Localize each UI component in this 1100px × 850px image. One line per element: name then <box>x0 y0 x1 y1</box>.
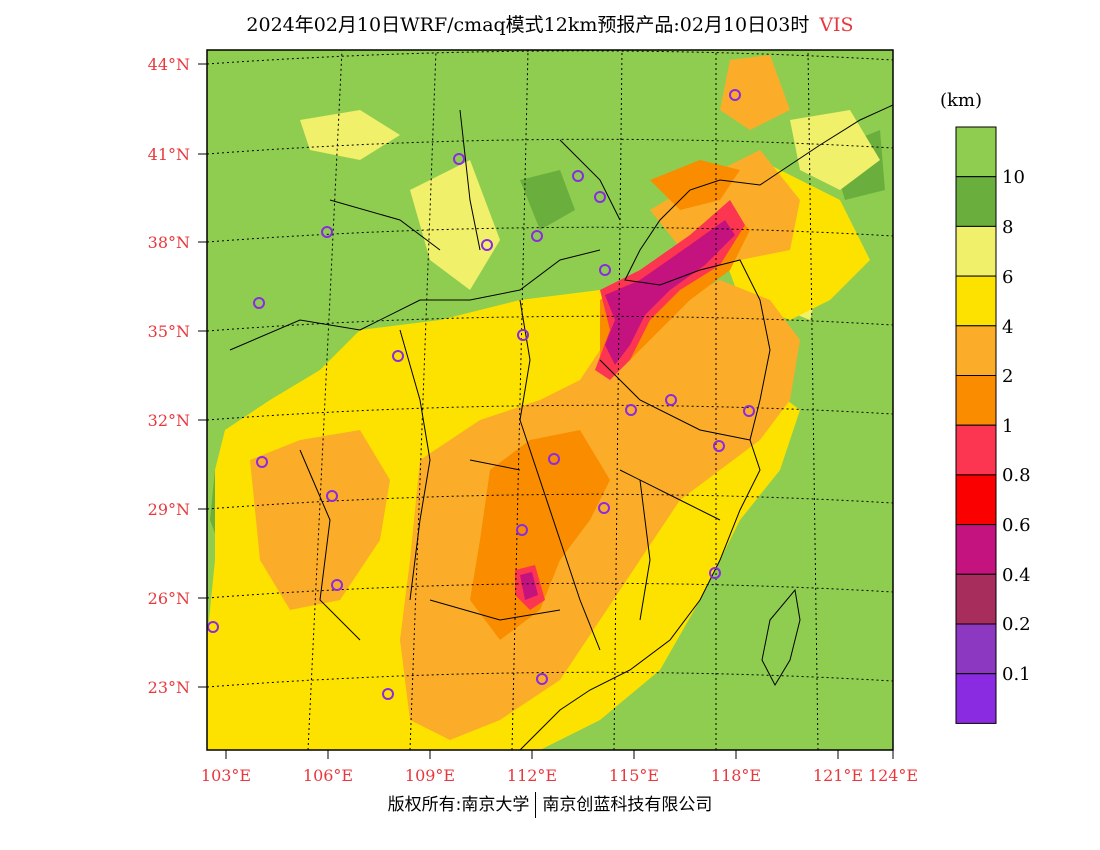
lat-label-38: 38°N <box>147 233 190 252</box>
station-marker <box>531 230 543 242</box>
lat-label-26: 26°N <box>147 589 190 608</box>
station-marker <box>709 567 721 579</box>
lon-label-115: 115°E <box>608 766 660 785</box>
station-marker <box>516 524 528 536</box>
lat-label-23: 23°N <box>147 678 190 697</box>
lat-label-29: 29°N <box>147 500 190 519</box>
colorbar-swatch <box>955 524 997 575</box>
station-marker <box>481 239 493 251</box>
colorbar-swatch <box>955 424 997 476</box>
station-marker <box>743 405 755 417</box>
footer-separator <box>535 792 537 818</box>
colorbar-swatch <box>955 375 997 426</box>
colorbar-swatch <box>955 275 997 327</box>
station-marker <box>594 191 606 203</box>
station-marker <box>253 297 265 309</box>
station-marker <box>665 394 677 406</box>
title-variable: VIS <box>819 14 854 36</box>
colorbar-swatch <box>955 474 997 526</box>
station-marker <box>321 226 333 238</box>
colorbar-unit: (km) <box>940 90 983 111</box>
title-main: 2024年02月10日WRF/cmaq模式12km预报产品:02月10日03时 <box>246 14 810 36</box>
station-marker <box>331 579 343 591</box>
station-marker <box>207 621 219 633</box>
colorbar-label-8: 8 <box>1002 217 1014 238</box>
colorbar-swatch <box>955 623 997 675</box>
meridian-112 <box>511 50 529 750</box>
colorbar-swatch <box>955 573 997 625</box>
map-frame <box>206 49 894 751</box>
meridian-121 <box>807 50 819 750</box>
province-borders <box>229 109 751 651</box>
colorbar-label-1: 1 <box>1002 416 1014 437</box>
station-marker <box>625 404 637 416</box>
station-marker <box>713 440 725 452</box>
station-marker <box>536 673 548 685</box>
station-marker <box>517 329 529 341</box>
station-marker <box>392 350 404 362</box>
colorbar-label-0-1: 0.1 <box>1002 664 1031 685</box>
field-04-region <box>520 220 735 600</box>
map-title: 2024年02月10日WRF/cmaq模式12km预报产品:02月10日03时 V… <box>0 10 1100 37</box>
lat-label-44: 44°N <box>147 55 190 74</box>
taiwan-outline <box>761 588 801 687</box>
tick-marks <box>198 63 894 759</box>
station-marker <box>256 456 268 468</box>
lat-label-41: 41°N <box>147 145 190 164</box>
station-marker <box>548 453 560 465</box>
lon-label-109: 109°E <box>404 766 456 785</box>
colorbar-label-0-8: 0.8 <box>1002 465 1031 486</box>
lon-label-103: 103°E <box>200 766 252 785</box>
station-marker <box>572 170 584 182</box>
city-markers <box>207 89 755 700</box>
station-marker <box>453 153 465 165</box>
lat-label-35: 35°N <box>147 322 190 341</box>
lat-label-32: 32°N <box>147 411 190 430</box>
footer-copyright: 版权所有:南京大学 <box>387 795 530 815</box>
vis-field <box>207 50 893 750</box>
lon-label-106: 106°E <box>302 766 354 785</box>
station-marker <box>729 89 741 101</box>
colorbar <box>955 126 997 724</box>
station-marker <box>382 688 394 700</box>
station-marker <box>598 502 610 514</box>
colorbar-label-4: 4 <box>1002 317 1014 338</box>
meridian-109 <box>409 50 437 750</box>
lon-label-112: 112°E <box>506 766 558 785</box>
colorbar-swatch <box>955 673 997 724</box>
graticule <box>207 50 893 750</box>
coastline <box>519 104 893 750</box>
lon-label-121: 121°E <box>812 766 864 785</box>
colorbar-label-0-2: 0.2 <box>1002 614 1031 635</box>
colorbar-swatch <box>955 325 997 376</box>
colorbar-label-6: 6 <box>1002 267 1014 288</box>
colorbar-label-0-6: 0.6 <box>1002 515 1031 536</box>
meridian-106 <box>307 50 343 750</box>
copyright-footer: 版权所有:南京大学 南京创蓝科技有限公司 <box>0 790 1100 818</box>
colorbar-label-0-4: 0.4 <box>1002 565 1031 586</box>
lon-label-124: 124°E <box>867 766 919 785</box>
colorbar-label-2: 2 <box>1002 366 1014 387</box>
station-marker <box>599 264 611 276</box>
station-marker <box>326 490 338 502</box>
meridian-115 <box>613 50 623 750</box>
boundaries <box>229 104 893 750</box>
colorbar-swatch <box>955 126 997 178</box>
colorbar-label-10: 10 <box>1002 167 1025 188</box>
colorbar-swatch <box>955 225 997 277</box>
lon-label-118: 118°E <box>710 766 762 785</box>
colorbar-swatch <box>955 176 997 227</box>
footer-company: 南京创蓝科技有限公司 <box>542 795 713 815</box>
